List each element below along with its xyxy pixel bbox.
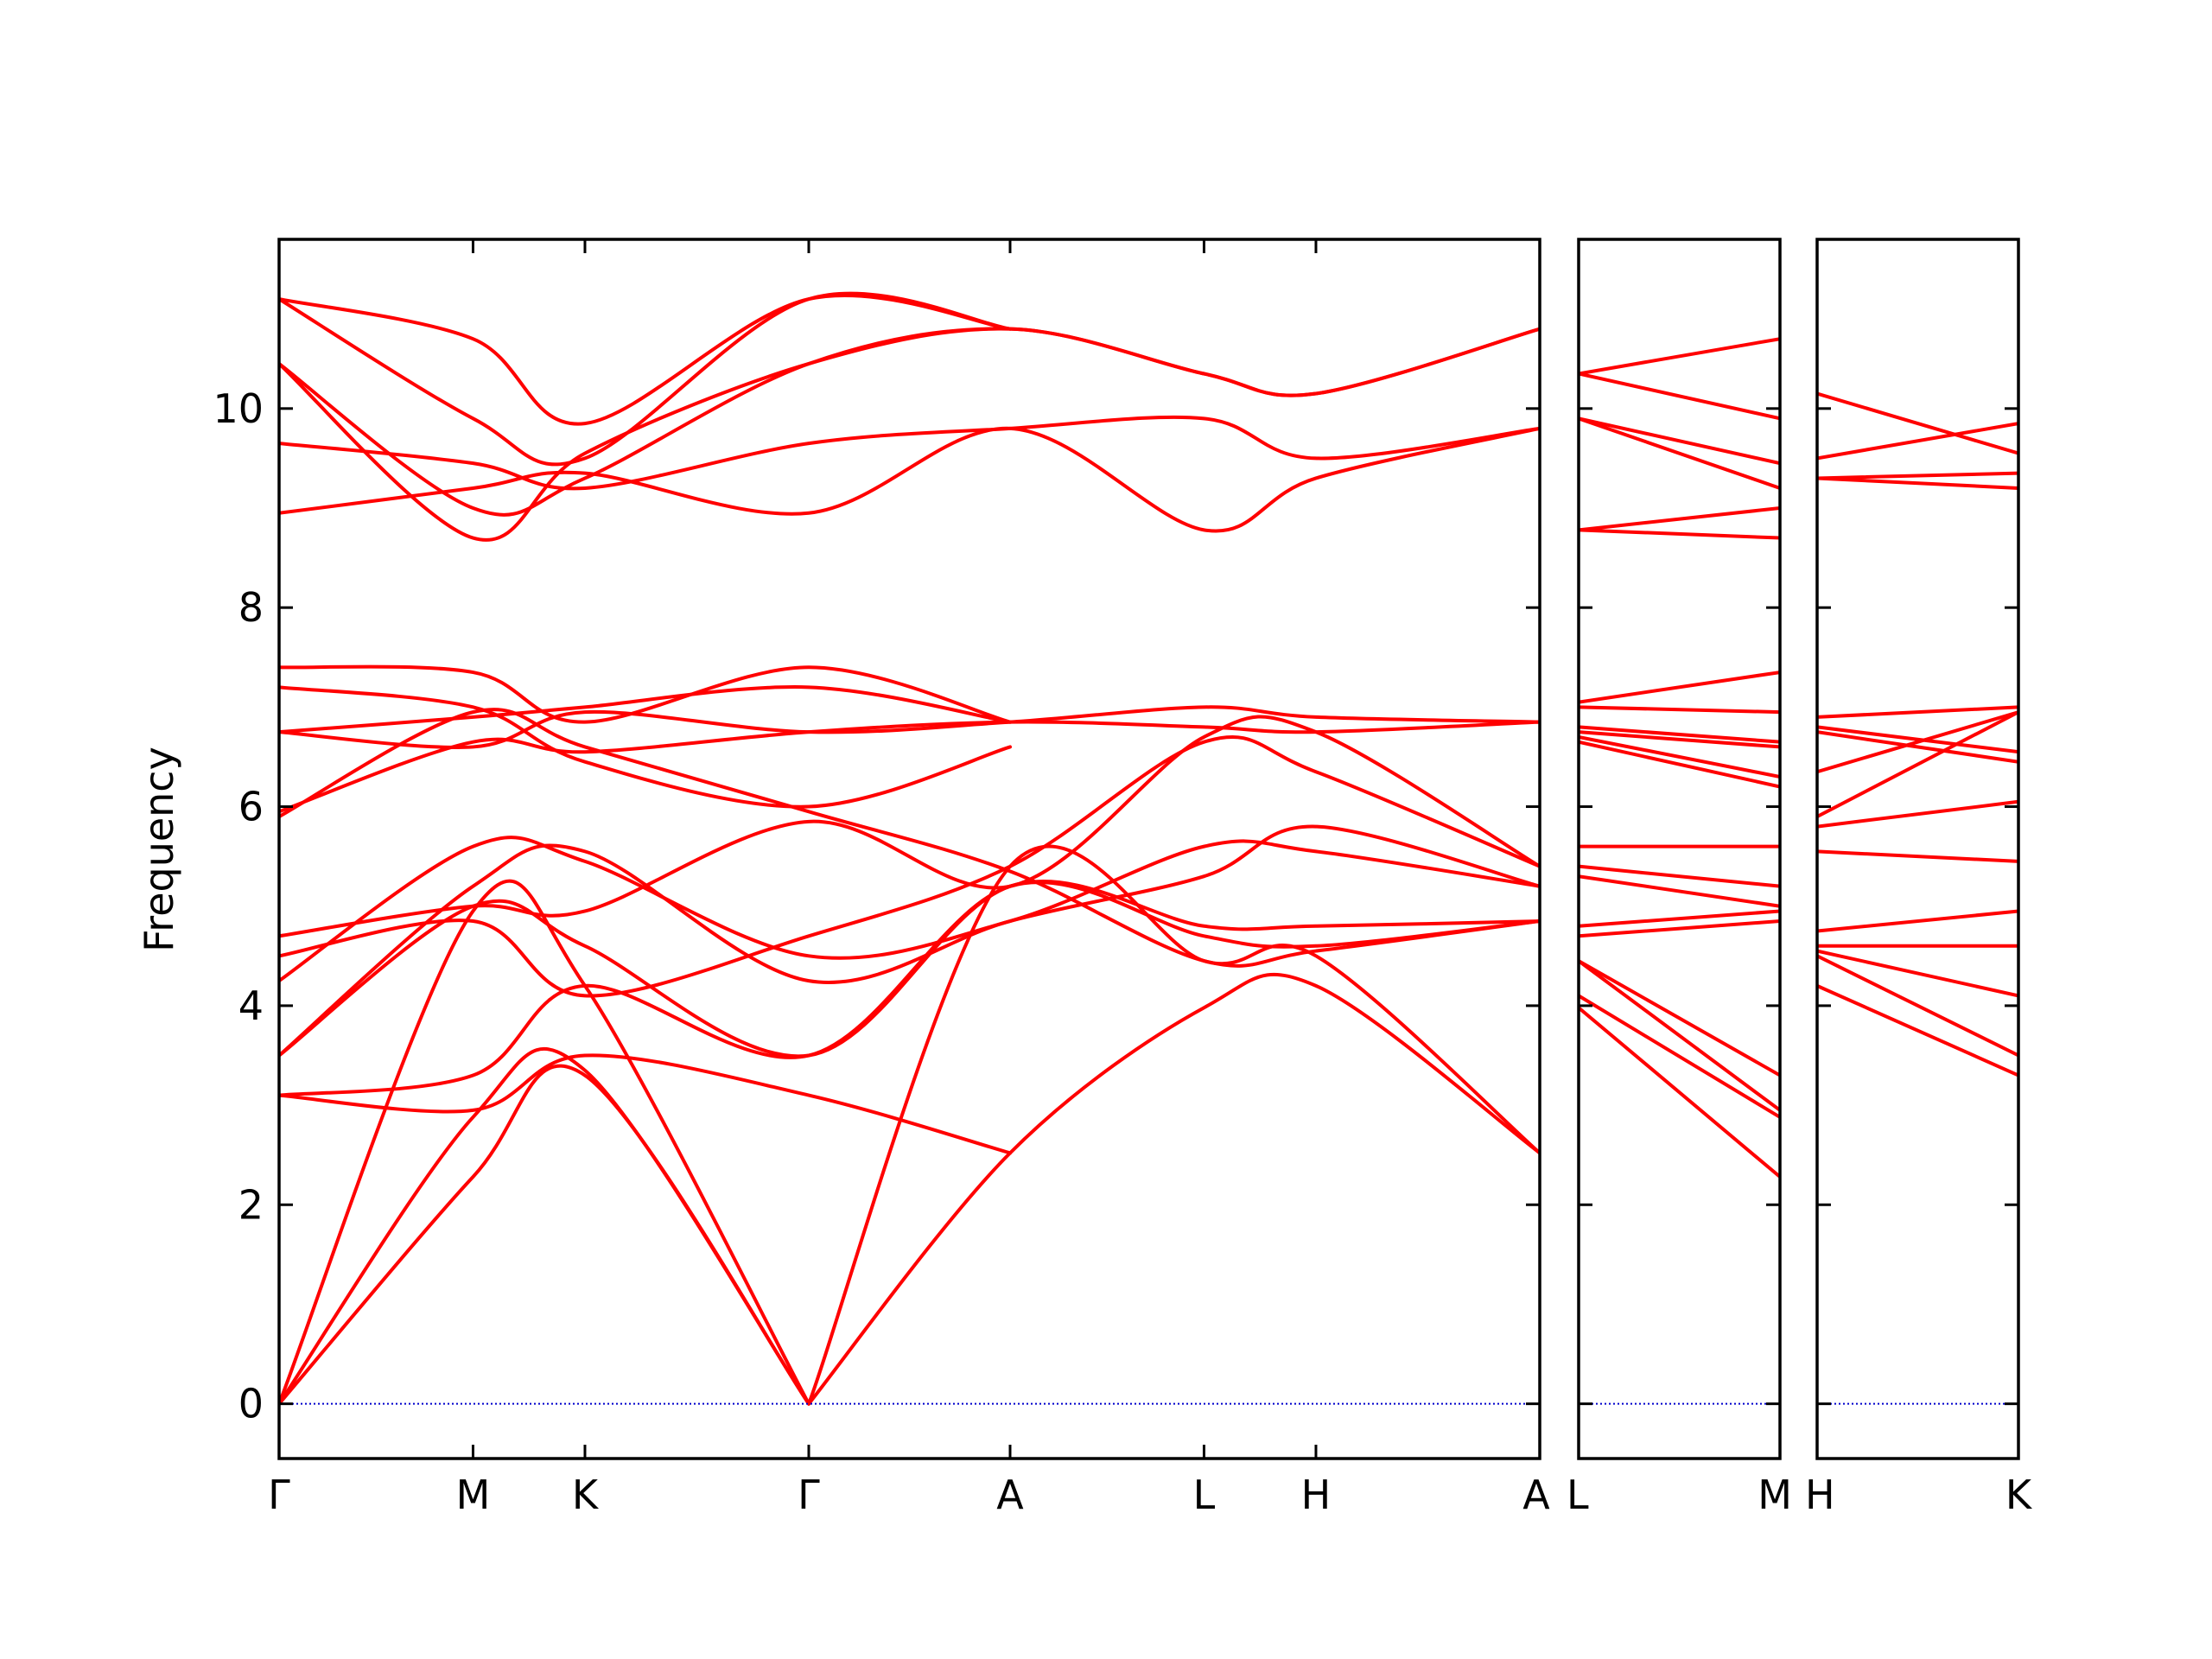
xtick-label-hk-0: H [1805,1471,1835,1518]
band-hk-5 [1817,849,2018,863]
band-lm-4 [1579,919,1780,938]
band-hk-7 [1817,710,2018,819]
panel-frames [277,238,2020,1460]
band-lm-19 [1579,372,1780,421]
xtick-label-main-2: K [572,1471,600,1518]
band-main-8 [279,824,1540,1058]
band-hk-1 [1817,954,2018,1058]
band-main-11 [279,715,1540,938]
ytick-label-2: 2 [238,1181,264,1228]
band-hk-8 [1817,710,2018,774]
band-lm-7 [1579,864,1780,888]
ticks [277,239,2020,1459]
xtick-label-main-6: H [1301,1471,1332,1518]
xtick-label-main-5: L [1193,1471,1216,1518]
band-hk-10 [1817,725,2018,754]
band-main-0 [279,1064,810,1406]
band-main-4 [807,844,1540,1406]
band-main-10 [279,734,1540,998]
panel-frame-lm [1577,238,1782,1460]
panel-lm-bands [1579,337,1780,1179]
panel-hk-bands [1817,391,2018,1077]
xtick-label-hk-1: K [2005,1471,2033,1518]
xtick-label-lm-1: M [1758,1471,1792,1518]
band-lm-18 [1579,416,1780,466]
xtick-label-main-1: M [456,1471,491,1518]
band-main-15 [279,685,1012,734]
band-main-3 [807,972,1540,1406]
xtick-label-main-0: Γ [268,1471,290,1518]
band-main-22 [279,291,1012,467]
band-lm-17 [1579,416,1780,490]
band-lm-20 [1579,337,1780,376]
band-hk-4 [1817,909,2018,933]
band-lm-5 [1579,909,1780,928]
band-main-6 [279,880,1540,1097]
panel-main-bands [279,291,1540,1406]
band-main-13 [279,720,1540,814]
band-hk-12 [1817,476,2018,490]
xtick-label-main-3: Γ [798,1471,820,1518]
band-lm-14 [1579,671,1780,704]
band-main-7 [279,880,1540,1058]
band-hk-13 [1817,471,2018,480]
band-lm-15 [1579,528,1780,540]
band-lm-2 [1579,959,1780,1112]
band-hk-11 [1817,705,2018,719]
band-main-18 [279,426,1540,533]
ytick-label-10: 10 [213,385,264,432]
band-main-14 [279,705,1540,749]
band-lm-12 [1579,725,1780,744]
band-hk-14 [1817,422,2018,461]
band-main-19 [279,415,1540,491]
band-main-9 [279,836,1540,983]
xtick-label-lm-0: L [1567,1471,1589,1518]
panel-frame-main [277,238,1541,1460]
ytick-label-4: 4 [238,982,264,1029]
band-main-17 [279,664,1012,724]
xtick-label-main-4: A [996,1471,1024,1518]
band-hk-0 [1817,983,2018,1077]
band-lm-10 [1579,734,1780,779]
ytick-label-0: 0 [238,1381,264,1427]
band-lm-9 [1579,740,1780,789]
band-lm-16 [1579,506,1780,532]
band-lm-13 [1579,705,1780,715]
band-lm-1 [1579,994,1780,1119]
band-hk-9 [1817,730,2018,764]
bands-layer [279,291,2018,1406]
band-main-23 [279,294,1012,426]
band-main-1 [279,1046,810,1406]
band-lm-11 [1579,730,1780,749]
band-main-12 [279,708,1540,968]
band-hk-15 [1817,391,2018,455]
band-lm-6 [1579,874,1780,908]
band-main-16 [279,685,1012,809]
band-main-2 [279,879,810,1406]
band-main-5 [279,1053,1012,1155]
band-hk-6 [1817,799,2018,829]
ytick-label-8: 8 [238,584,264,631]
y-axis-title: Frequency [136,747,182,952]
band-lm-0 [1579,1006,1780,1179]
ytick-label-6: 6 [238,784,264,830]
xtick-label-main-7: A [1522,1471,1550,1518]
band-lm-3 [1579,959,1780,1077]
panel-frame-hk [1815,238,2020,1460]
band-hk-2 [1817,949,2018,998]
band-main-21 [279,327,1540,517]
